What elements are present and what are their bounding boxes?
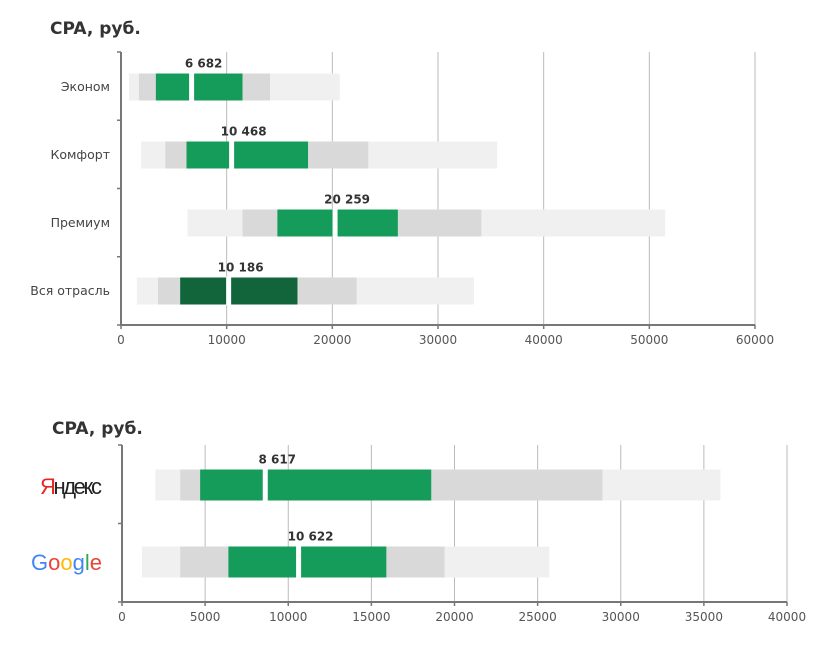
median-label: 10 622 bbox=[288, 530, 334, 544]
x-tick-label: 40000 bbox=[525, 333, 563, 347]
inner-range-bar bbox=[186, 141, 309, 169]
median-label: 20 259 bbox=[324, 193, 370, 207]
median-label: 10 186 bbox=[218, 261, 264, 275]
inner-range-bar bbox=[228, 546, 387, 578]
x-tick-label: 35000 bbox=[685, 610, 723, 624]
inner-range-bar bbox=[155, 73, 243, 101]
median-label: 6 682 bbox=[185, 57, 223, 71]
category-label: Премиум bbox=[51, 215, 110, 230]
chart-title: CPA, руб. bbox=[52, 419, 143, 439]
median-marker bbox=[296, 545, 302, 579]
category-label: Вся отрасль bbox=[30, 283, 110, 298]
x-tick-label: 50000 bbox=[630, 333, 668, 347]
x-tick-label: 20000 bbox=[435, 610, 473, 624]
x-tick-label: 30000 bbox=[419, 333, 457, 347]
median-marker bbox=[332, 208, 338, 238]
x-tick-label: 0 bbox=[118, 610, 126, 624]
x-tick-label: 15000 bbox=[352, 610, 390, 624]
x-tick-label: 10000 bbox=[208, 333, 246, 347]
median-label: 8 617 bbox=[258, 453, 296, 467]
inner-range-bar bbox=[200, 469, 432, 501]
inner-range-bar bbox=[180, 277, 298, 305]
x-tick-label: 10000 bbox=[269, 610, 307, 624]
google-logo: Google bbox=[31, 550, 102, 575]
category-label: Эконом bbox=[61, 79, 110, 94]
category-label: Комфорт bbox=[50, 147, 110, 162]
yandex-logo: Яндекс bbox=[40, 474, 102, 499]
chart-title: CPA, руб. bbox=[50, 19, 141, 39]
median-label: 10 468 bbox=[221, 125, 267, 139]
inner-range-bar bbox=[277, 209, 398, 237]
median-marker bbox=[229, 140, 235, 170]
x-tick-label: 5000 bbox=[190, 610, 221, 624]
x-tick-label: 60000 bbox=[736, 333, 774, 347]
median-marker bbox=[226, 276, 232, 306]
x-tick-label: 25000 bbox=[519, 610, 557, 624]
x-tick-label: 30000 bbox=[602, 610, 640, 624]
median-marker bbox=[262, 468, 268, 502]
x-tick-label: 20000 bbox=[313, 333, 351, 347]
median-marker bbox=[189, 72, 195, 102]
x-tick-label: 0 bbox=[117, 333, 125, 347]
x-tick-label: 40000 bbox=[768, 610, 806, 624]
